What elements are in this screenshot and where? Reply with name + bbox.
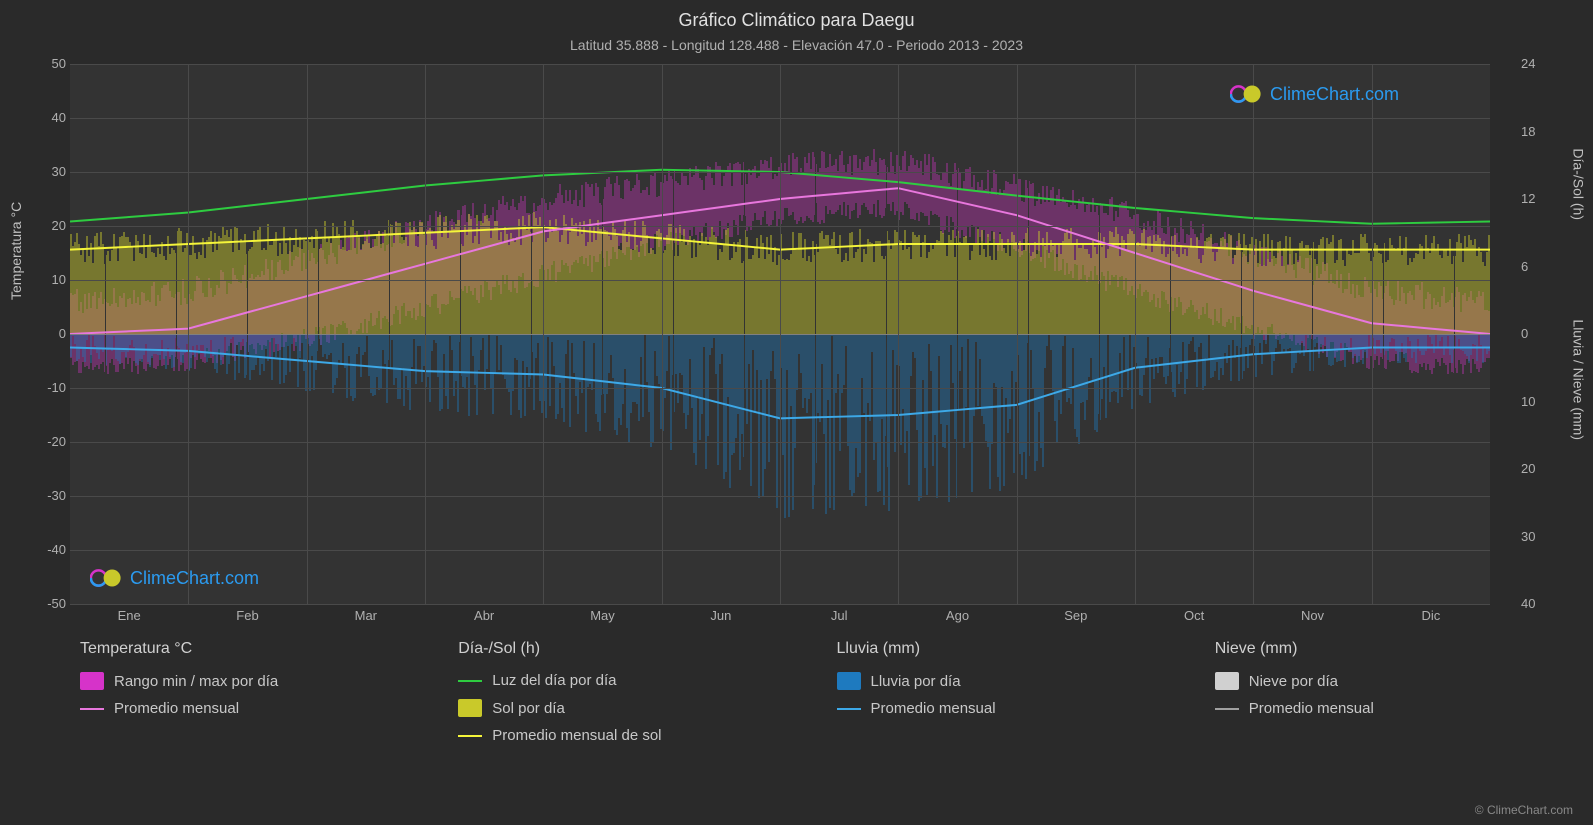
ytick-left: -50 xyxy=(38,596,66,611)
ytick-right: 6 xyxy=(1521,259,1549,274)
legend-group: Día-/Sol (h) Luz del día por día Sol por d… xyxy=(458,640,796,744)
xtick: Oct xyxy=(1174,608,1214,623)
ytick-left: 0 xyxy=(38,326,66,341)
legend-header: Temperatura °C xyxy=(80,640,418,658)
ytick-left: -10 xyxy=(38,380,66,395)
legend-line-icon xyxy=(458,735,482,737)
y-axis-right-top-label: Día-/Sol (h) xyxy=(1571,148,1587,220)
y-axis-left-label: Temperatura °C xyxy=(8,202,24,300)
legend-label: Promedio mensual xyxy=(114,700,239,717)
legend-item: Promedio mensual xyxy=(1215,700,1553,717)
ytick-left: -30 xyxy=(38,488,66,503)
chart-subtitle: Latitud 35.888 - Longitud 128.488 - Elev… xyxy=(0,31,1593,53)
legend-item: Sol por día xyxy=(458,699,796,717)
ytick-left: 30 xyxy=(38,164,66,179)
ytick-left: -40 xyxy=(38,542,66,557)
legend-group: Nieve (mm) Nieve por día Promedio mensual xyxy=(1215,640,1553,744)
ytick-right: 18 xyxy=(1521,124,1549,139)
ytick-right: 40 xyxy=(1521,596,1549,611)
xtick: Ago xyxy=(938,608,978,623)
plot-area xyxy=(70,64,1490,604)
ytick-left: 40 xyxy=(38,110,66,125)
xtick: Mar xyxy=(346,608,386,623)
legend-item: Promedio mensual xyxy=(80,700,418,717)
legend-header: Día-/Sol (h) xyxy=(458,640,796,658)
legend-line-icon xyxy=(458,680,482,682)
legend-group: Temperatura °C Rango min / max por día Pro… xyxy=(80,640,418,744)
watermark-bottom: ClimeChart.com xyxy=(90,566,259,590)
legend-line-icon xyxy=(837,708,861,710)
legend-label: Promedio mensual de sol xyxy=(492,727,661,744)
xtick: Feb xyxy=(228,608,268,623)
xtick: Dic xyxy=(1411,608,1451,623)
legend-header: Nieve (mm) xyxy=(1215,640,1553,658)
xtick: May xyxy=(583,608,623,623)
xtick: Nov xyxy=(1293,608,1333,623)
legend-item: Promedio mensual xyxy=(837,700,1175,717)
legend-item: Nieve por día xyxy=(1215,672,1553,690)
legend-group: Lluvia (mm) Lluvia por día Promedio mensua… xyxy=(837,640,1175,744)
watermark-text: ClimeChart.com xyxy=(1270,84,1399,105)
xtick: Sep xyxy=(1056,608,1096,623)
legend: Temperatura °C Rango min / max por día Pro… xyxy=(80,640,1553,744)
legend-swatch xyxy=(1215,672,1239,690)
xtick: Abr xyxy=(464,608,504,623)
xtick: Jun xyxy=(701,608,741,623)
legend-label: Sol por día xyxy=(492,700,565,717)
legend-item: Lluvia por día xyxy=(837,672,1175,690)
legend-label: Nieve por día xyxy=(1249,673,1338,690)
ytick-right: 20 xyxy=(1521,461,1549,476)
legend-line-icon xyxy=(1215,708,1239,710)
legend-swatch xyxy=(458,699,482,717)
legend-line-icon xyxy=(80,708,104,710)
ytick-left: -20 xyxy=(38,434,66,449)
legend-label: Luz del día por día xyxy=(492,672,616,689)
xtick: Ene xyxy=(109,608,149,623)
chart-title: Gráfico Climático para Daegu xyxy=(0,0,1593,31)
ytick-right: 24 xyxy=(1521,56,1549,71)
legend-swatch xyxy=(837,672,861,690)
legend-header: Lluvia (mm) xyxy=(837,640,1175,658)
ytick-left: 50 xyxy=(38,56,66,71)
ytick-right: 30 xyxy=(1521,529,1549,544)
legend-label: Promedio mensual xyxy=(1249,700,1374,717)
ytick-right: 10 xyxy=(1521,394,1549,409)
y-axis-right-bottom-label: Lluvia / Nieve (mm) xyxy=(1571,319,1587,440)
ytick-left: 20 xyxy=(38,218,66,233)
legend-label: Promedio mensual xyxy=(871,700,996,717)
legend-item: Promedio mensual de sol xyxy=(458,727,796,744)
legend-label: Lluvia por día xyxy=(871,673,961,690)
ytick-left: 10 xyxy=(38,272,66,287)
ytick-right: 0 xyxy=(1521,326,1549,341)
legend-item: Rango min / max por día xyxy=(80,672,418,690)
legend-item: Luz del día por día xyxy=(458,672,796,689)
watermark-top: ClimeChart.com xyxy=(1230,82,1399,106)
ytick-right: 12 xyxy=(1521,191,1549,206)
watermark-text: ClimeChart.com xyxy=(130,568,259,589)
xtick: Jul xyxy=(819,608,859,623)
legend-swatch xyxy=(80,672,104,690)
copyright: © ClimeChart.com xyxy=(1475,803,1573,817)
legend-label: Rango min / max por día xyxy=(114,673,278,690)
